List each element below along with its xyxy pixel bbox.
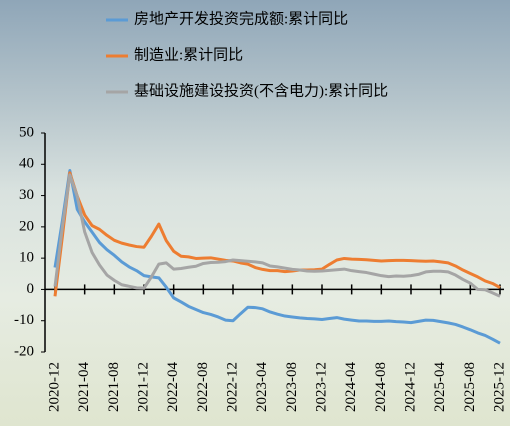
x-tick-label: 2023-08 xyxy=(284,362,300,412)
x-tick-label: 2020-12 xyxy=(46,362,62,412)
series-line xyxy=(53,171,501,297)
x-tick-label: 2024-04 xyxy=(343,362,359,412)
x-tick-label: 2021-08 xyxy=(106,362,122,412)
legend-label: 房地产开发投资完成额:累计同比 xyxy=(134,10,348,27)
x-tick-label: 2025-04 xyxy=(432,362,448,412)
x-tick-label: 2024-12 xyxy=(402,362,418,412)
x-tick-label: 2022-04 xyxy=(165,362,181,412)
y-tick-label: 0 xyxy=(27,281,35,297)
x-tick-label: 2021-04 xyxy=(76,362,92,412)
x-tick-label: 2022-12 xyxy=(224,362,240,412)
legend-label: 基础设施建设投资(不含电力):累计同比 xyxy=(134,82,388,99)
legend-label: 制造业:累计同比 xyxy=(134,46,243,63)
series-line xyxy=(53,173,501,298)
y-tick-label: -10 xyxy=(14,312,34,328)
x-tick-label: 2021-12 xyxy=(135,362,151,412)
y-tick-label: 20 xyxy=(19,218,34,234)
y-tick-label: 40 xyxy=(19,156,34,172)
x-tick-label: 2023-12 xyxy=(313,362,329,412)
x-tick-label: 2022-08 xyxy=(195,362,211,412)
x-tick-label: 2024-08 xyxy=(373,362,389,412)
x-tick-label: 2023-04 xyxy=(254,362,270,412)
y-tick-label: -20 xyxy=(14,343,34,359)
y-tick-label: 10 xyxy=(19,250,34,266)
y-tick-label: 50 xyxy=(19,124,34,140)
x-tick-label: 2025-08 xyxy=(462,362,478,412)
series-line xyxy=(53,169,501,345)
y-tick-label: 30 xyxy=(19,187,34,203)
x-tick-label: 2025-12 xyxy=(491,362,507,412)
